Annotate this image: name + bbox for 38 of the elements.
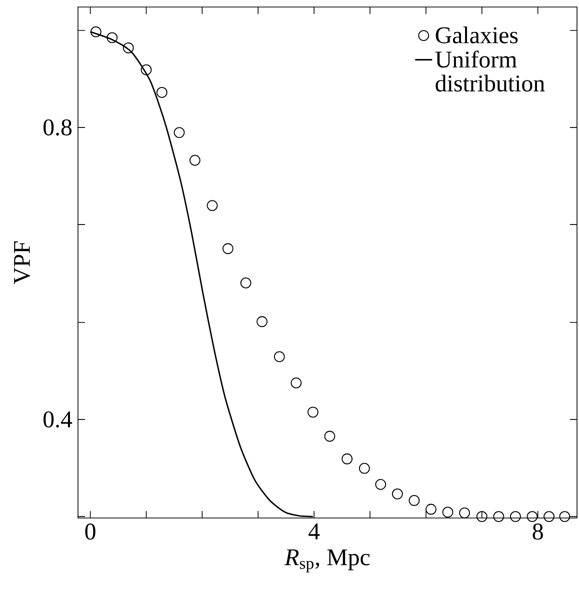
point — [290, 378, 302, 388]
point — [459, 507, 470, 518]
point — [375, 478, 386, 490]
point — [140, 64, 152, 76]
point — [222, 243, 234, 254]
point — [308, 406, 318, 418]
point — [206, 200, 218, 212]
point — [106, 32, 118, 44]
x-axis-title: R$_{sp}$, Mpc — [284, 549, 370, 572]
point — [510, 511, 521, 522]
point — [392, 488, 403, 500]
point — [476, 511, 488, 522]
point — [324, 430, 336, 442]
y-axis-title: VPF — [14, 241, 30, 284]
point — [189, 154, 200, 166]
point — [493, 511, 504, 522]
point — [122, 42, 134, 54]
x-tick-label: 4 — [308, 524, 320, 540]
legend-label: Uniform distribution — [435, 50, 545, 92]
point — [240, 277, 252, 288]
point — [174, 127, 185, 138]
point — [358, 462, 370, 474]
point — [526, 511, 538, 522]
legend-label: Galaxies — [436, 26, 518, 44]
y-tick-label: 0.4 — [44, 411, 72, 428]
point — [90, 26, 102, 38]
point — [256, 316, 268, 328]
x-tick-label: 8 — [532, 524, 543, 540]
y-tick-label: 0.8 — [44, 119, 72, 136]
point — [274, 351, 285, 362]
point — [442, 506, 454, 518]
point — [342, 453, 353, 464]
point — [156, 86, 168, 98]
point — [408, 495, 420, 506]
x-tick-label: 0 — [85, 524, 96, 540]
point — [426, 504, 436, 515]
point — [544, 511, 554, 522]
point — [559, 511, 570, 522]
